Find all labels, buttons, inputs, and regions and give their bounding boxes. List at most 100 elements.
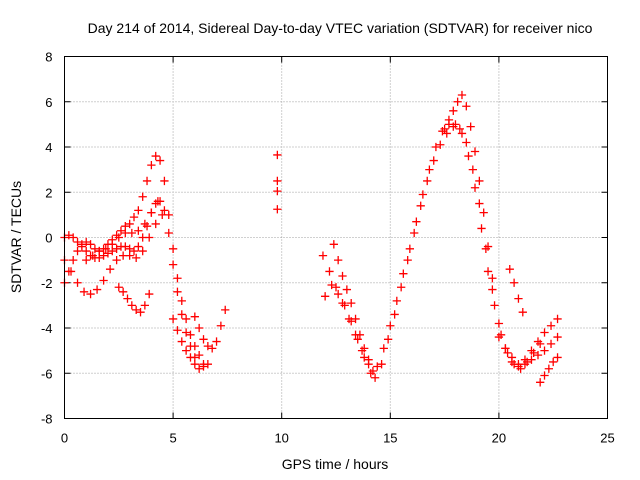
data-point xyxy=(377,360,386,369)
data-point xyxy=(168,260,178,269)
data-point xyxy=(379,344,388,353)
data-point xyxy=(273,150,282,160)
data-series xyxy=(505,265,527,317)
data-point xyxy=(153,197,163,206)
data-point xyxy=(370,373,380,382)
data-point xyxy=(553,353,562,362)
data-point xyxy=(123,294,132,303)
data-point xyxy=(347,298,356,308)
data-point xyxy=(151,151,160,161)
data-point xyxy=(449,106,458,115)
data-point xyxy=(540,371,549,380)
y-tick-label: -2 xyxy=(41,276,53,291)
x-tick-label: 15 xyxy=(383,431,397,446)
data-point xyxy=(436,140,445,149)
data-point xyxy=(125,244,134,253)
data-point xyxy=(440,124,449,134)
data-point xyxy=(177,337,186,346)
data-point xyxy=(457,129,467,138)
data-point xyxy=(138,192,147,201)
data-point xyxy=(114,283,123,292)
data-point xyxy=(86,289,95,299)
data-point xyxy=(88,251,97,260)
data-point xyxy=(483,242,493,251)
data-point xyxy=(403,255,412,265)
data-point xyxy=(273,176,282,186)
data-point xyxy=(536,378,545,387)
data-series xyxy=(440,90,497,283)
data-point xyxy=(221,305,230,315)
data-point xyxy=(82,255,91,265)
data-point xyxy=(140,301,150,310)
y-tick-label: 2 xyxy=(45,185,52,200)
data-point xyxy=(118,287,128,296)
data-series xyxy=(60,210,167,299)
data-point xyxy=(416,201,425,210)
data-point xyxy=(181,314,191,324)
x-axis-label: GPS time / hours xyxy=(282,456,389,472)
data-point xyxy=(462,102,471,111)
data-point xyxy=(383,335,393,344)
data-series xyxy=(318,120,545,376)
data-point xyxy=(108,246,117,256)
data-point xyxy=(129,212,139,222)
data-point xyxy=(483,267,493,276)
data-point xyxy=(125,251,134,260)
data-point xyxy=(116,226,126,235)
data-point xyxy=(390,310,399,319)
data-series xyxy=(168,314,213,373)
data-point xyxy=(457,90,467,100)
data-point xyxy=(351,314,360,324)
data-point xyxy=(121,242,130,251)
data-point xyxy=(462,138,471,147)
y-axis-label: SDTVAR / TECUs xyxy=(8,181,24,293)
data-point xyxy=(112,244,121,253)
data-point xyxy=(121,222,130,231)
data-series xyxy=(82,197,163,265)
data-point xyxy=(514,360,523,369)
data-point xyxy=(112,255,121,265)
data-point xyxy=(118,251,128,260)
data-point xyxy=(186,341,195,351)
data-point xyxy=(373,362,382,371)
data-point xyxy=(455,124,464,134)
data-point xyxy=(464,151,473,161)
data-point xyxy=(533,351,543,360)
data-point xyxy=(470,183,480,192)
data-point xyxy=(132,253,141,263)
data-point xyxy=(334,255,343,265)
data-point xyxy=(466,122,475,131)
y-tick-labels: -8 -6 -4 -2 0 2 4 6 8 xyxy=(41,50,53,427)
data-point xyxy=(114,233,123,242)
data-point xyxy=(140,219,150,229)
data-point xyxy=(181,346,191,355)
data-point xyxy=(360,353,369,362)
data-point xyxy=(212,337,221,346)
data-point xyxy=(168,244,178,253)
data-point xyxy=(103,249,113,258)
data-point xyxy=(129,246,139,256)
data-point xyxy=(138,246,147,256)
data-point xyxy=(273,186,282,196)
data-series xyxy=(320,122,562,382)
data-point xyxy=(540,346,549,355)
data-point xyxy=(429,156,438,165)
data-point xyxy=(340,301,349,310)
data-point xyxy=(177,310,186,319)
data-point xyxy=(164,228,173,238)
data-point xyxy=(527,355,536,364)
data-point xyxy=(392,296,401,305)
data-point xyxy=(360,344,369,353)
data-point xyxy=(79,287,89,296)
data-point xyxy=(366,369,375,378)
y-tick-label: -4 xyxy=(41,321,53,336)
data-point xyxy=(509,278,519,287)
data-point xyxy=(347,317,356,326)
data-point xyxy=(410,228,419,238)
data-point xyxy=(158,210,167,220)
data-point xyxy=(105,265,115,274)
y-tick-label: 8 xyxy=(45,50,52,65)
data-point xyxy=(101,244,110,253)
data-point xyxy=(145,233,154,242)
data-point xyxy=(86,240,95,249)
